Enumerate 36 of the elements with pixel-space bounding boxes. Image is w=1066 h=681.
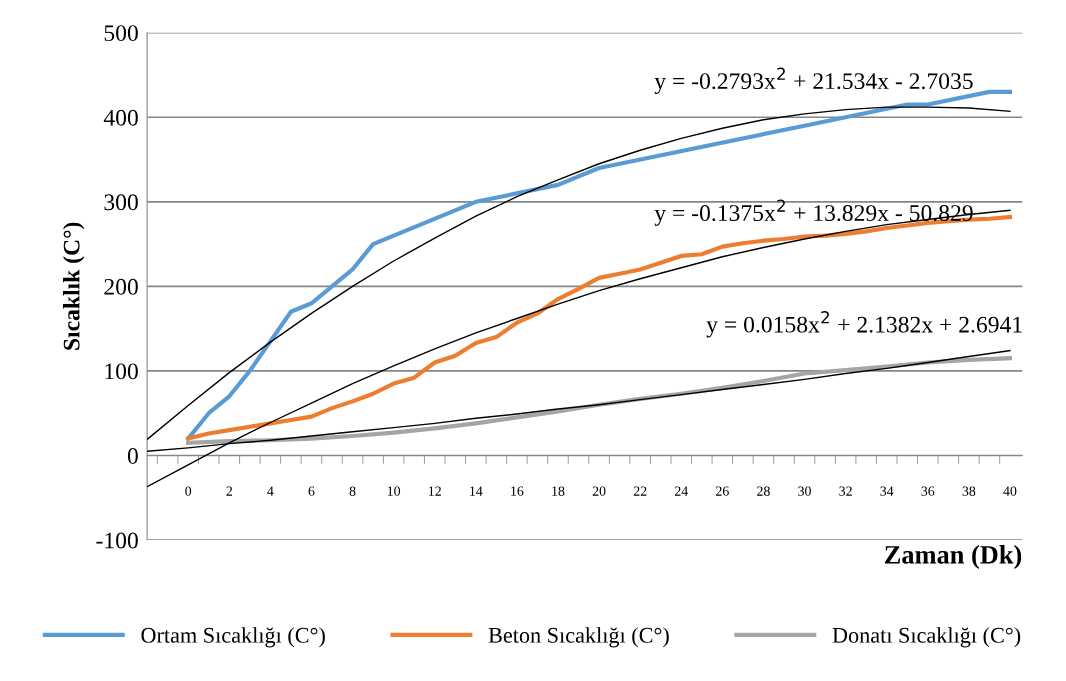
- y-tick-label: 200: [104, 278, 138, 295]
- x-tick-label: 32: [839, 486, 852, 496]
- x-tick-label: 22: [633, 486, 647, 496]
- x-tick-label: 34: [880, 486, 894, 496]
- y-tick-label: -100: [96, 532, 138, 549]
- x-tick-label: 12: [429, 486, 441, 496]
- x-axis-title: Zaman (Dk): [885, 545, 1022, 570]
- y-tick-label: 400: [103, 109, 138, 126]
- y-axis-title: Sıcaklık (C°): [62, 222, 85, 350]
- x-tick-label: 2: [226, 486, 232, 496]
- x-tick-label: 6: [308, 486, 315, 496]
- x-tick-label: 36: [921, 486, 935, 496]
- x-tick-label: 24: [674, 486, 688, 496]
- x-tick-label: 26: [716, 486, 729, 496]
- x-tick-label: 18: [552, 486, 565, 496]
- legend-label: Beton Sıcaklığı (C°): [488, 627, 669, 648]
- x-tick-label: 38: [962, 486, 976, 496]
- x-tick-label: 0: [185, 486, 192, 496]
- x-tick-label: 14: [470, 486, 483, 496]
- annotation: y = -0.2793x$^{2}$ + 21.534x - 2.7035: [654, 67, 973, 94]
- y-tick-label: 300: [104, 194, 138, 211]
- y-tick-label: 500: [104, 25, 138, 42]
- x-tick-label: 30: [798, 486, 811, 496]
- annotation: y = -0.1375x$^{2}$ + 13.829x - 50.829: [654, 199, 973, 226]
- x-tick-label: 40: [1003, 486, 1017, 496]
- x-tick-label: 8: [349, 486, 356, 496]
- y-tick-label: 100: [105, 363, 138, 380]
- y-tick-label: 0: [127, 447, 138, 464]
- x-tick-label: 4: [267, 486, 274, 496]
- x-tick-label: 28: [757, 486, 770, 496]
- legend-label: Ortam Sıcaklığı (C°): [141, 627, 325, 648]
- annotation: y = 0.0158x$^{2}$ + 2.1382x + 2.6941: [706, 311, 1022, 338]
- x-tick-label: 16: [511, 486, 524, 496]
- legend-label: Donatı Sıcaklığı (C°): [832, 627, 1021, 648]
- x-tick-label: 10: [387, 486, 401, 496]
- x-tick-label: 20: [592, 486, 606, 496]
